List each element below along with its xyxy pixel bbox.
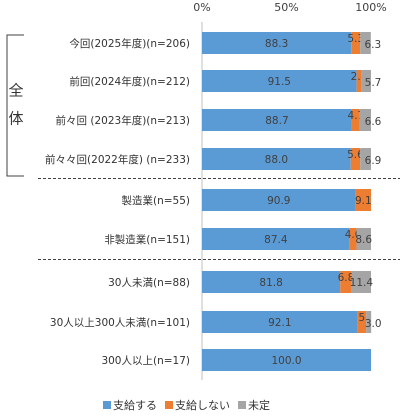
legend-label: 支給する — [113, 398, 157, 412]
bar-segment — [357, 311, 367, 333]
bar-segment — [356, 228, 371, 250]
bar-segment — [350, 148, 361, 170]
bar-segment — [202, 228, 350, 250]
bar-segment — [356, 70, 362, 92]
bar-segment — [202, 70, 357, 92]
bar-segment — [340, 271, 352, 293]
data-label: 100.0 — [271, 355, 301, 367]
category-label: 今回(2025年度)(n=206) — [69, 37, 190, 50]
bar-segment — [202, 349, 371, 371]
data-label: 8.6 — [355, 234, 372, 246]
group-label-char: 全 — [8, 82, 23, 100]
data-label: 91.5 — [268, 76, 291, 88]
bar-segment — [202, 32, 352, 54]
x-tick-label: 0% — [193, 1, 210, 14]
data-label: 5.7 — [365, 77, 382, 89]
data-label: 81.8 — [259, 277, 282, 289]
data-label: 87.4 — [264, 234, 288, 246]
data-label: 6.3 — [364, 39, 381, 51]
bar-segment — [361, 70, 371, 92]
category-label: 30人以上300人未満(n=101) — [50, 317, 190, 329]
data-label: 5 — [359, 312, 366, 324]
bar-segment — [366, 311, 372, 333]
data-label: 3.0 — [365, 318, 382, 330]
legend-label: 支給しない — [175, 398, 230, 412]
category-label: 前々回 (2023年度)(n=213) — [56, 114, 190, 127]
bar-segment — [359, 109, 371, 131]
bar-segment — [351, 32, 361, 54]
data-label: 88.0 — [265, 154, 288, 166]
bar-segment — [351, 271, 371, 293]
data-label: 6.8 — [338, 272, 355, 284]
group-bracket — [6, 34, 24, 177]
bar-segment — [202, 271, 341, 293]
bar-segment — [351, 109, 360, 131]
x-tick-label: 50% — [274, 1, 298, 14]
data-label: 88.7 — [265, 115, 288, 127]
legend-swatch — [103, 401, 111, 409]
group-label-char: 体 — [8, 110, 23, 128]
category-label: 製造業(n=55) — [121, 194, 190, 207]
data-label: 9.1 — [355, 195, 372, 207]
legend-swatch — [165, 401, 173, 409]
bar-segment — [202, 148, 351, 170]
data-label: 90.9 — [267, 195, 290, 207]
data-label: 11.4 — [350, 277, 374, 289]
bar-segment — [349, 228, 357, 250]
bar-segment — [360, 148, 371, 170]
category-label: 非製造業(n=151) — [104, 233, 190, 246]
data-label: 88.3 — [265, 38, 288, 50]
category-label: 前回(2024年度)(n=212) — [69, 75, 190, 88]
category-label: 30人未満(n=88) — [108, 277, 190, 289]
data-label: 92.1 — [268, 317, 291, 329]
data-label: 5.6 — [347, 149, 364, 161]
category-label: 前々々回(2022年度) (n=233) — [45, 153, 190, 166]
legend-swatch — [238, 401, 246, 409]
x-tick-label: 100% — [355, 1, 386, 14]
category-label: 300人以上(n=17) — [101, 355, 190, 367]
data-label: 6.9 — [365, 155, 382, 167]
data-label: 6.6 — [365, 116, 382, 128]
bar-segment — [202, 311, 358, 333]
bar-segment — [202, 189, 356, 211]
bar-segment — [202, 109, 352, 131]
legend-label: 未定 — [248, 398, 270, 412]
data-label: 5.3 — [347, 33, 364, 45]
bar-segment — [360, 32, 371, 54]
bar-segment — [355, 189, 371, 211]
